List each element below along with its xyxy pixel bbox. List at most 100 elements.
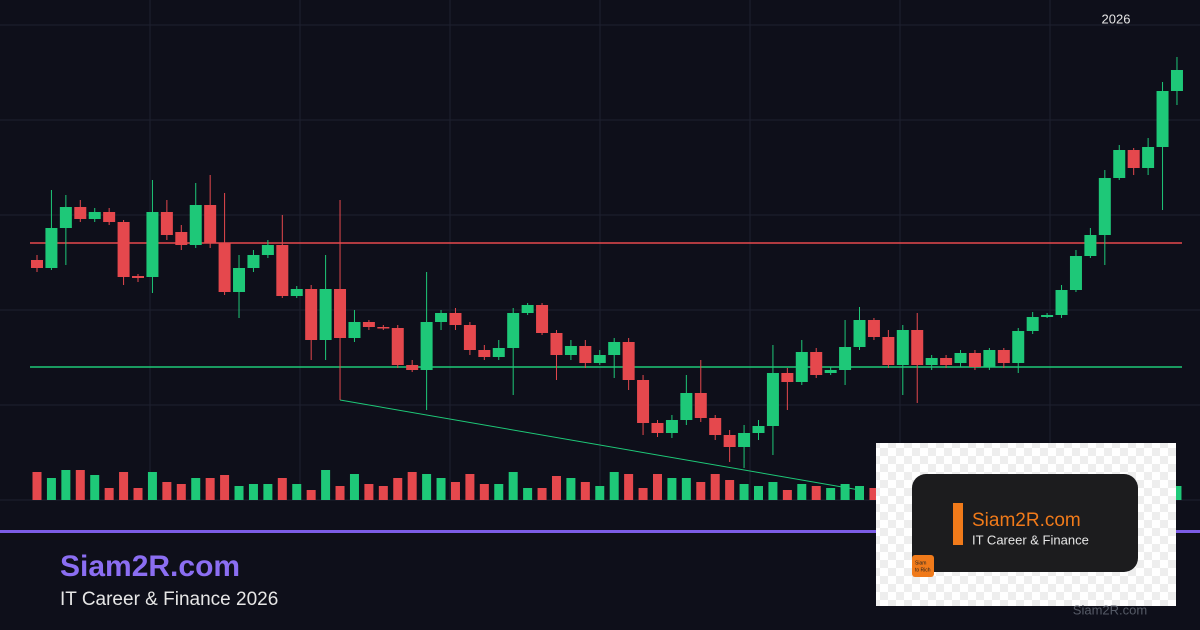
candle-body (189, 205, 202, 245)
candle-body (132, 276, 145, 278)
volume-bar (162, 482, 172, 500)
accent-bar (953, 503, 963, 545)
grid (0, 0, 1200, 501)
candle-body (117, 222, 130, 277)
candle-body (88, 212, 101, 219)
candle-body (31, 260, 43, 268)
volume-bar (205, 478, 215, 500)
candle-body (492, 348, 505, 357)
volume-bar (465, 474, 475, 500)
candle-body (839, 347, 852, 370)
candle-body (175, 232, 188, 245)
candle-body (507, 313, 520, 348)
candle-body (1084, 235, 1097, 256)
volume-bar (248, 484, 258, 500)
logo-text: to Rich (915, 567, 931, 573)
volume-bar (104, 488, 114, 500)
candle-body (45, 228, 58, 268)
volume-bar (551, 476, 561, 500)
volume-bar (797, 484, 807, 500)
candle-body (738, 433, 751, 447)
candle-body (795, 352, 808, 382)
candle-body (463, 325, 476, 350)
candle-body (622, 342, 635, 380)
volume-bar (537, 488, 547, 500)
candle-body (983, 350, 996, 367)
candle-body (1041, 315, 1054, 317)
brand-title: Siam2R.com (60, 550, 240, 583)
overlay-title: Siam2R.com (972, 510, 1081, 531)
volume-bar (652, 474, 662, 500)
candle-body (1012, 331, 1025, 363)
candle-body (853, 320, 866, 347)
volume-bar (422, 474, 432, 500)
candle-body (348, 322, 361, 338)
divider (0, 530, 1200, 533)
volume-bar (479, 484, 489, 500)
candle-body (276, 245, 289, 296)
candle-body (709, 418, 722, 435)
volume-bar (133, 488, 143, 500)
candle-body (723, 435, 736, 447)
overlay-subtitle: IT Career & Finance (972, 532, 1089, 547)
volume-bar (869, 488, 879, 500)
candle-body (521, 305, 534, 313)
candle-body (1055, 290, 1068, 315)
volume-bar (90, 475, 100, 500)
volume-bar (306, 490, 316, 500)
overlay-card (912, 474, 1138, 572)
candle-body (261, 245, 274, 255)
volume-bar (349, 474, 359, 500)
candle-body (319, 289, 332, 340)
candle-body (867, 320, 880, 337)
candle-body (305, 289, 318, 340)
volume-bar (580, 482, 590, 500)
volume-bar (811, 486, 821, 500)
logo-text: Siam (915, 560, 926, 566)
candle-body (781, 373, 794, 382)
candle-body (579, 346, 592, 363)
candle-body (968, 353, 981, 367)
volume-bar (696, 482, 706, 500)
volume-bar (147, 472, 157, 500)
candle-body (564, 346, 577, 355)
volume-bar (75, 470, 85, 500)
volume-bar (826, 488, 836, 500)
candle-body (680, 393, 693, 420)
volume-bar (292, 484, 302, 500)
candle-body (449, 313, 462, 325)
candle-body (334, 289, 347, 338)
volume-bar (508, 472, 518, 500)
volume-bar (566, 478, 576, 500)
candle-body (550, 333, 563, 355)
candle-body (406, 365, 419, 370)
volume-bar (710, 474, 720, 500)
volume-bar (840, 484, 850, 500)
footer: Siam2R.com (1073, 602, 1147, 617)
time-label: 2026 (1102, 11, 1131, 26)
candle-body (290, 289, 303, 296)
volume-bar (277, 478, 287, 500)
volume-bar (739, 484, 749, 500)
volume-bar (46, 478, 56, 500)
candle-body (377, 327, 390, 329)
candle-body (1170, 70, 1183, 91)
volume-bar (335, 486, 345, 500)
candle-body (1069, 256, 1082, 290)
candle-body (651, 423, 664, 433)
volume-bar (32, 472, 42, 500)
candle-body (1127, 150, 1140, 168)
volume-bar (220, 475, 230, 500)
volume-bar (191, 478, 201, 500)
volume-bar (450, 482, 460, 500)
volume-bar (263, 484, 273, 500)
candle-body (362, 322, 375, 327)
volume-bar (609, 472, 619, 500)
candle-body (810, 352, 823, 375)
candle-body (160, 212, 173, 235)
candle-body (593, 355, 606, 363)
candle-body (1113, 150, 1126, 178)
candle-body (911, 330, 924, 365)
candle-body (536, 305, 549, 333)
trend-line (339, 399, 860, 491)
